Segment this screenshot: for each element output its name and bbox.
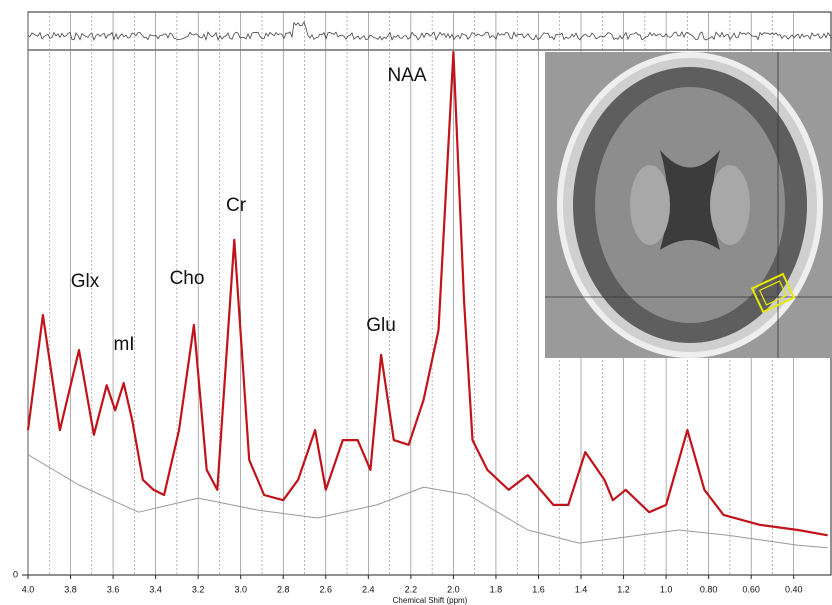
x-tick-label: 2.4	[362, 584, 375, 594]
peak-label: Glx	[71, 271, 100, 292]
x-tick-label: 3.8	[64, 584, 77, 594]
basal-ganglia-right	[710, 165, 750, 245]
x-tick-label: 1.4	[575, 584, 588, 594]
residual-trace	[28, 22, 832, 40]
basal-ganglia-left	[630, 165, 670, 245]
page: Chemical Shift (ppm) 4.0 3.8 3.6 3.4 3.2 3.0 2…	[0, 0, 832, 605]
peak-label: mI	[113, 334, 134, 355]
x-tick-label: 1.2	[617, 584, 630, 594]
x-tick-label: 3.6	[107, 584, 120, 594]
peak-label: Glu	[366, 315, 396, 336]
x-tick-label: 0.40	[785, 584, 803, 594]
x-tick-label: 0.60	[742, 584, 760, 594]
residual-frame	[28, 12, 831, 50]
x-tick-label: 1.8	[490, 584, 503, 594]
x-tick-label: 2.2	[405, 584, 418, 594]
peak-label: NAA	[387, 65, 426, 86]
x-tick-label: 0.80	[700, 584, 718, 594]
series-line	[28, 455, 828, 548]
x-tick-label: 3.0	[234, 584, 247, 594]
x-tick-label: 4.0	[22, 584, 35, 594]
x-tick-label: 3.4	[149, 584, 162, 594]
x-tick-label: 1.0	[660, 584, 673, 594]
x-tick-label: 1.6	[532, 584, 545, 594]
x-tick-label: 3.2	[192, 584, 205, 594]
peak-label: Cr	[226, 195, 247, 216]
x-axis-label: Chemical Shift (ppm)	[393, 596, 468, 605]
x-tick-label: 2.6	[320, 584, 333, 594]
chart: Chemical Shift (ppm) 4.0 3.8 3.6 3.4 3.2 3.0 2…	[0, 0, 832, 605]
x-tick-label: 2.0	[447, 584, 460, 594]
y-tick-label: 0	[13, 569, 18, 579]
x-tick-label: 2.8	[277, 584, 290, 594]
peak-label: Cho	[170, 268, 205, 289]
mri-inset	[545, 52, 832, 358]
